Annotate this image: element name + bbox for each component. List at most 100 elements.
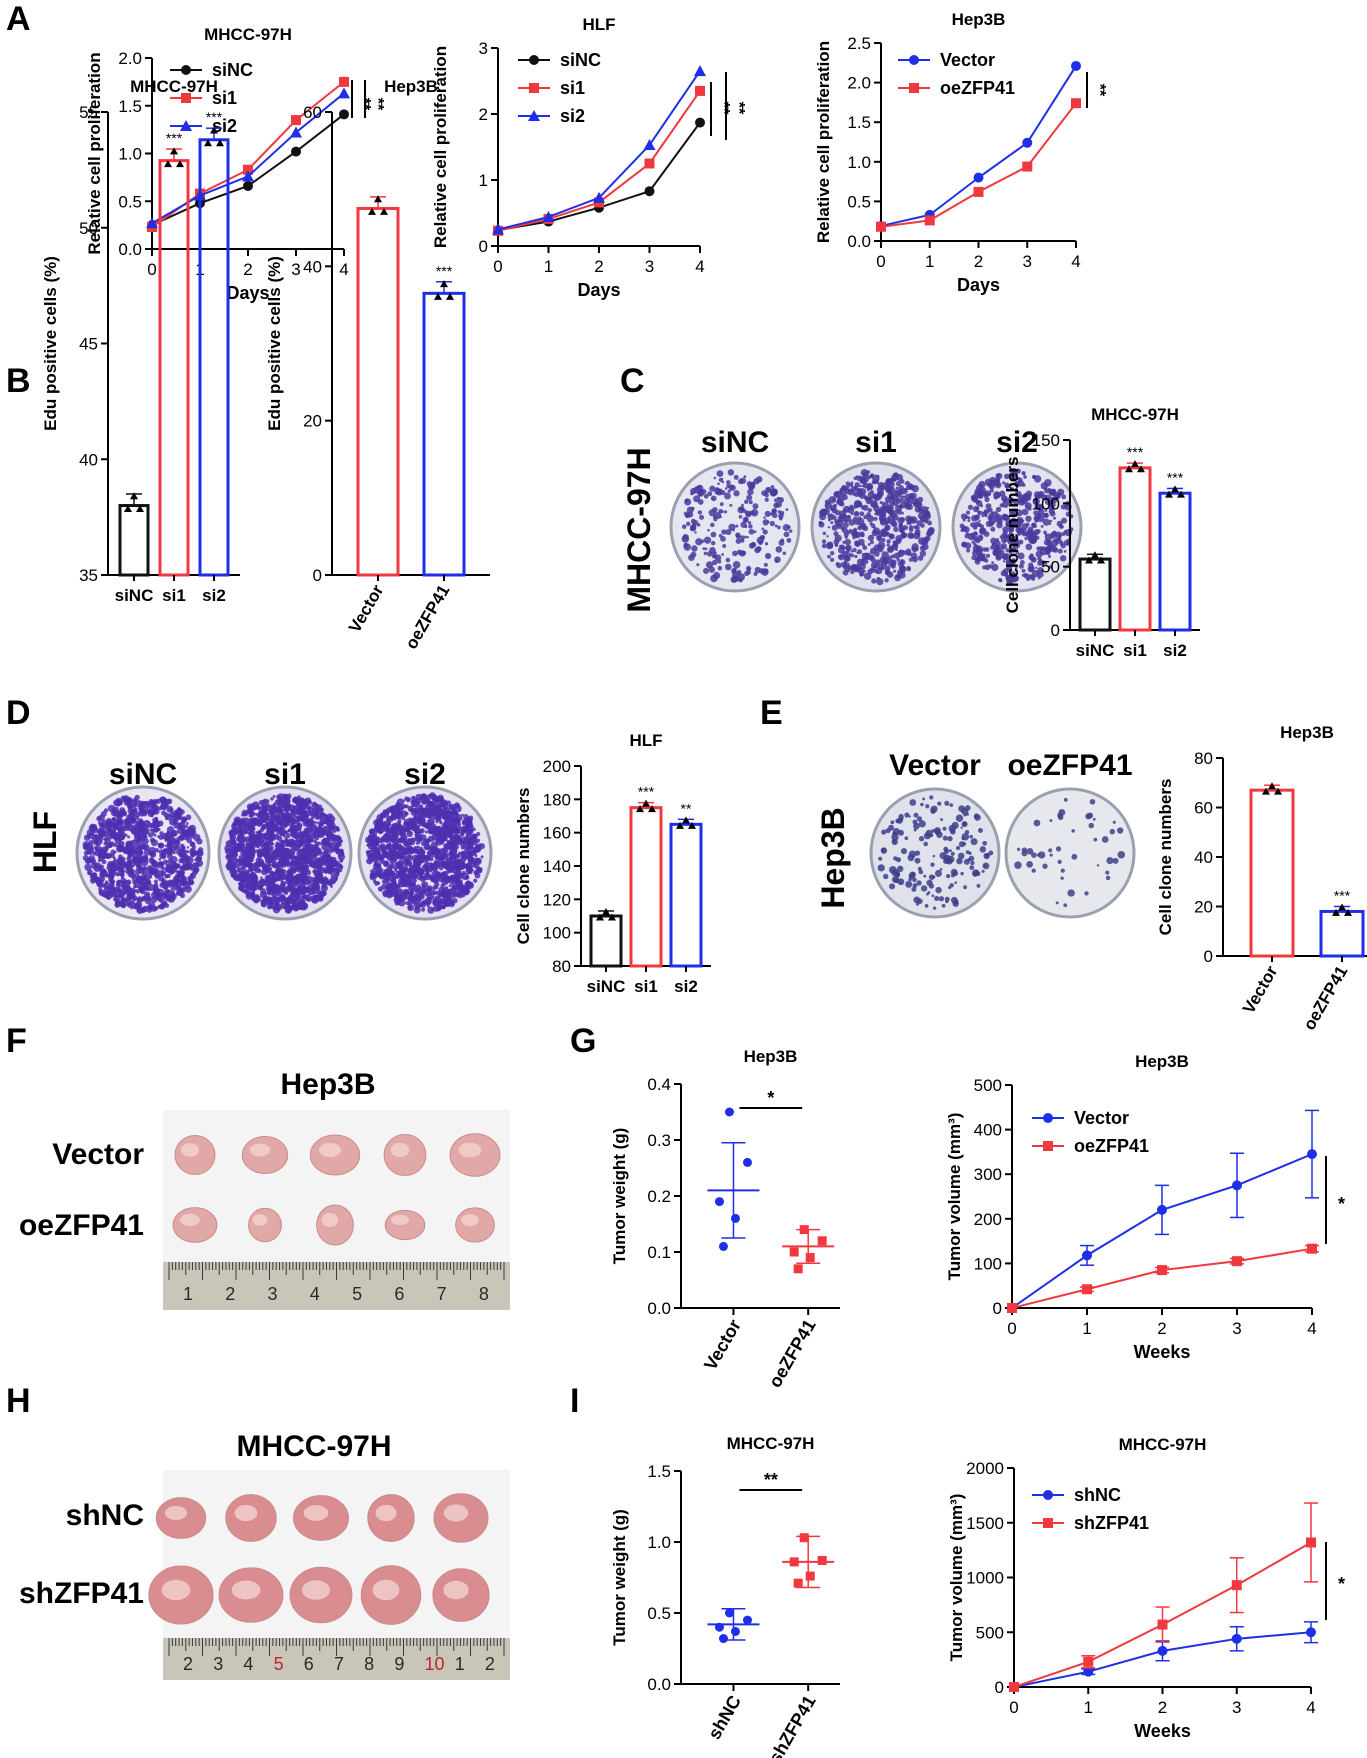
- colony: [704, 547, 708, 551]
- colony: [960, 871, 964, 876]
- colony: [157, 798, 161, 802]
- colony: [742, 516, 749, 523]
- colony: [326, 862, 333, 868]
- colony: [93, 873, 97, 877]
- colony: [887, 480, 895, 489]
- colony: [899, 495, 903, 499]
- colony: [129, 816, 137, 824]
- colony: [782, 551, 787, 556]
- colony: [401, 804, 406, 810]
- colony: [175, 840, 180, 844]
- colony: [312, 888, 320, 895]
- colony: [179, 870, 185, 876]
- colony: [265, 899, 271, 905]
- colony: [421, 795, 425, 800]
- colony: [977, 510, 983, 516]
- colony: [716, 470, 724, 478]
- colony: [120, 891, 124, 895]
- colony: [917, 512, 925, 520]
- colony: [243, 820, 249, 827]
- colony: [859, 480, 863, 484]
- colony: [179, 852, 184, 857]
- colony: [836, 498, 843, 504]
- colony: [737, 478, 744, 485]
- colony: [468, 881, 474, 887]
- colony: [410, 799, 419, 807]
- colony: [326, 852, 331, 858]
- colony: [1018, 517, 1024, 523]
- colony: [974, 544, 979, 548]
- colony: [1026, 577, 1030, 581]
- colony: [925, 804, 930, 809]
- photo-e-cell-line: Hep3B: [815, 807, 851, 908]
- colony: [384, 886, 388, 890]
- colony: [917, 866, 922, 871]
- colony: [710, 495, 717, 502]
- colony: [933, 827, 941, 835]
- colony: [126, 848, 130, 853]
- colony: [720, 477, 724, 481]
- colony: [168, 870, 174, 875]
- colony: [755, 546, 762, 552]
- colony: [138, 818, 143, 823]
- colony: [107, 842, 113, 848]
- colony: [181, 875, 185, 879]
- colony: [241, 888, 246, 893]
- colony: [911, 498, 918, 505]
- colony: [906, 565, 911, 571]
- colony: [966, 548, 971, 553]
- colony: [259, 827, 265, 832]
- colony: [190, 848, 194, 851]
- colony-plate-e-vector: [869, 787, 1001, 919]
- colony: [441, 887, 446, 893]
- colony: [324, 842, 330, 848]
- colony: [1006, 522, 1011, 527]
- colony: [775, 546, 783, 553]
- colony: [128, 807, 131, 810]
- colony: [991, 563, 999, 572]
- colony: [747, 488, 754, 496]
- colony: [386, 892, 393, 899]
- colony: [415, 884, 422, 891]
- colony: [866, 470, 871, 474]
- colony: [1037, 567, 1044, 574]
- colony: [737, 506, 745, 514]
- colony: [985, 503, 992, 510]
- colony: [903, 488, 908, 493]
- colony: [403, 818, 412, 827]
- colony: [1048, 522, 1052, 526]
- colony: [452, 809, 459, 816]
- colony-plate-si2: [951, 461, 1083, 593]
- colony: [437, 835, 444, 841]
- colony: [949, 803, 954, 807]
- colony: [413, 815, 417, 819]
- colony: [928, 883, 935, 889]
- colony: [867, 507, 872, 513]
- colony: [844, 538, 851, 546]
- colony: [1025, 543, 1033, 551]
- colony: [881, 560, 888, 567]
- colony: [729, 503, 733, 507]
- colony: [126, 856, 131, 861]
- colony: [237, 824, 242, 829]
- ruler-number: 1: [183, 1284, 193, 1304]
- colony: [942, 826, 947, 831]
- colony: [395, 811, 404, 820]
- colony: [949, 828, 956, 835]
- colony: [161, 810, 167, 816]
- colony: [180, 857, 186, 864]
- colony: [981, 869, 985, 873]
- colony: [701, 539, 705, 543]
- colony: [1042, 863, 1048, 869]
- colony: [747, 521, 752, 525]
- colony: [869, 554, 875, 559]
- colony: [449, 900, 452, 904]
- colony: [897, 560, 904, 567]
- colony: [161, 892, 167, 898]
- colony: [927, 891, 931, 895]
- colony: [161, 866, 166, 871]
- colony: [939, 868, 943, 871]
- colony: [109, 852, 115, 858]
- colony: [1034, 513, 1041, 521]
- colony: [116, 845, 124, 853]
